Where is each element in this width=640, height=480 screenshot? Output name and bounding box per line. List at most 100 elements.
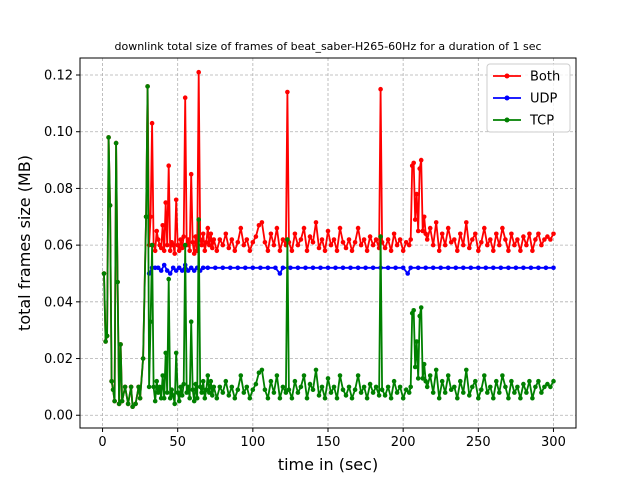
data-point xyxy=(185,384,191,390)
data-point xyxy=(412,217,418,222)
data-point xyxy=(370,242,376,248)
data-point xyxy=(155,390,161,395)
data-point xyxy=(136,384,141,390)
data-point xyxy=(288,265,293,271)
data-point xyxy=(545,234,550,239)
data-point xyxy=(530,248,535,254)
data-point xyxy=(247,395,253,401)
data-point xyxy=(170,393,176,398)
data-point xyxy=(188,319,194,325)
data-point xyxy=(415,265,421,271)
x-tick-label: 300 xyxy=(541,435,566,450)
series-line-both xyxy=(103,71,555,408)
data-point xyxy=(417,313,423,319)
data-point xyxy=(235,265,241,271)
data-point xyxy=(271,390,277,395)
data-point xyxy=(319,237,325,242)
data-point xyxy=(193,381,198,387)
data-point xyxy=(452,237,457,242)
data-point xyxy=(238,373,244,378)
data-point xyxy=(405,271,411,276)
data-point xyxy=(433,220,439,225)
y-axis: 0.00 0.02 0.04 0.06 0.08 0.10 0.12 xyxy=(44,69,80,424)
data-point xyxy=(232,395,238,401)
data-point xyxy=(244,237,250,242)
x-tick-label: 100 xyxy=(240,435,265,450)
data-point xyxy=(146,384,152,390)
data-point xyxy=(292,231,298,237)
data-point xyxy=(355,225,361,231)
legend-swatch-marker xyxy=(504,95,510,101)
data-point xyxy=(361,384,367,390)
data-point xyxy=(280,265,286,271)
data-point xyxy=(527,378,532,384)
data-point xyxy=(334,395,340,401)
data-point xyxy=(262,387,268,393)
data-point xyxy=(106,135,111,140)
data-point xyxy=(143,214,149,220)
data-point xyxy=(328,242,334,248)
data-point xyxy=(551,265,556,271)
data-point xyxy=(379,387,385,393)
data-point xyxy=(232,248,238,254)
data-point xyxy=(352,387,358,393)
data-point xyxy=(394,390,400,395)
data-point xyxy=(145,84,150,89)
data-point xyxy=(211,237,217,242)
data-point xyxy=(363,265,368,271)
data-point xyxy=(250,387,256,393)
data-point xyxy=(337,373,343,378)
data-point xyxy=(262,240,268,245)
data-point xyxy=(397,237,403,242)
data-point xyxy=(467,245,472,251)
data-point xyxy=(421,214,427,220)
data-point xyxy=(235,387,241,393)
data-point xyxy=(238,225,244,231)
data-point xyxy=(137,395,143,401)
data-point xyxy=(464,367,469,373)
data-point xyxy=(130,404,135,410)
data-point xyxy=(310,387,316,393)
data-point xyxy=(229,237,235,242)
data-point xyxy=(406,242,412,248)
data-point xyxy=(205,265,211,271)
data-point xyxy=(378,86,383,92)
data-point xyxy=(185,237,191,242)
data-point xyxy=(115,279,120,285)
data-point xyxy=(509,231,514,237)
data-point xyxy=(331,237,337,242)
legend-box xyxy=(486,63,571,133)
data-point xyxy=(498,265,504,271)
data-point xyxy=(513,265,519,271)
data-point xyxy=(461,390,466,395)
data-point xyxy=(394,242,400,248)
data-point xyxy=(250,265,256,271)
data-point xyxy=(166,163,171,168)
data-point xyxy=(103,339,108,344)
data-point xyxy=(187,248,192,254)
data-point xyxy=(364,395,370,401)
legend-swatch-marker xyxy=(504,73,510,79)
data-point xyxy=(485,242,490,248)
data-point xyxy=(418,305,424,310)
data-point xyxy=(364,248,370,254)
data-point xyxy=(385,237,391,242)
data-point xyxy=(173,350,179,356)
chart-title: downlink total size of frames of beat_sa… xyxy=(114,40,541,53)
data-point xyxy=(536,265,541,271)
data-point xyxy=(191,398,197,404)
data-point xyxy=(424,384,430,390)
data-point xyxy=(152,248,158,254)
data-point xyxy=(253,381,259,387)
data-point xyxy=(307,234,313,239)
data-point xyxy=(524,390,529,395)
data-point xyxy=(133,401,138,407)
data-point xyxy=(400,248,406,254)
data-point xyxy=(172,251,177,256)
data-point xyxy=(229,384,235,390)
data-point xyxy=(310,240,316,245)
data-point xyxy=(304,395,310,401)
data-point xyxy=(210,245,215,251)
data-point xyxy=(173,197,179,203)
data-point xyxy=(388,248,394,254)
